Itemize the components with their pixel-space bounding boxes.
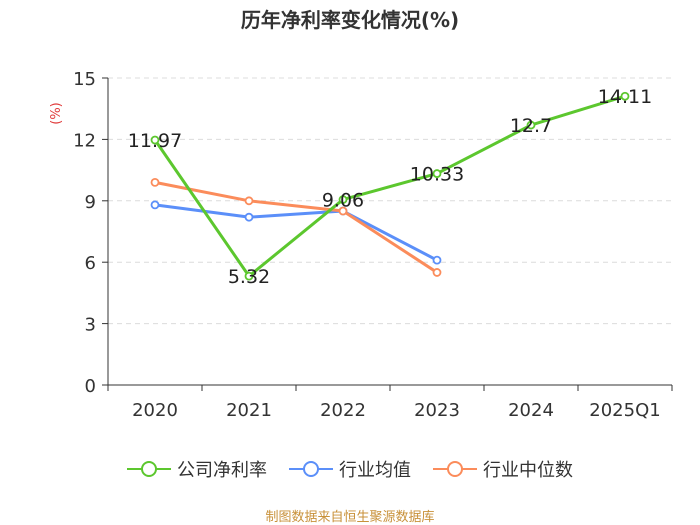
- data-label: 11.97: [128, 130, 182, 152]
- legend-line-marker-icon: [127, 461, 171, 477]
- data-point: [150, 200, 160, 210]
- data-label: 5.32: [228, 266, 270, 288]
- y-tick-label: 15: [73, 69, 96, 90]
- y-tick-label: 3: [85, 315, 96, 336]
- series-line: [154, 203, 438, 262]
- data-label: 9.06: [322, 190, 364, 212]
- data-label: 14.11: [598, 86, 652, 108]
- data-point: [244, 196, 254, 206]
- x-tick-label: 2020: [132, 400, 178, 421]
- data-point: [150, 177, 160, 187]
- data-label: 12.7: [510, 115, 552, 137]
- y-tick-label: 0: [85, 376, 96, 397]
- data-point: [526, 120, 536, 130]
- chart-title: 历年净利率变化情况(%): [240, 8, 460, 32]
- legend-label: 行业均值: [339, 460, 411, 481]
- legend-item-industry-mean[interactable]: 行业均值: [289, 456, 411, 482]
- x-tick-label: 2021: [226, 400, 272, 421]
- data-point: [338, 195, 348, 204]
- x-tick-label: 2025Q1: [589, 400, 660, 421]
- source-note: 制图数据来自恒生聚源数据库: [265, 510, 435, 525]
- data-point: [432, 169, 442, 178]
- legend-line-marker-icon: [433, 461, 477, 477]
- data-point: [620, 91, 630, 101]
- series-line: [153, 94, 626, 278]
- y-tick-label: 9: [85, 192, 96, 213]
- legend-item-company[interactable]: 公司净利率: [127, 456, 267, 482]
- data-point: [432, 268, 442, 277]
- legend-line-marker-icon: [289, 461, 333, 477]
- y-tick-label: 6: [85, 253, 96, 274]
- y-tick-label: 12: [73, 130, 96, 151]
- data-point: [338, 206, 348, 216]
- legend-label: 行业中位数: [483, 460, 573, 481]
- data-point: [244, 271, 254, 281]
- data-point: [150, 135, 160, 145]
- x-tick-label: 2023: [414, 400, 460, 421]
- data-label: 10.33: [410, 164, 464, 186]
- data-point: [244, 212, 254, 222]
- y-axis-label: (%): [49, 102, 64, 125]
- legend-item-industry-median[interactable]: 行业中位数: [433, 456, 573, 482]
- x-tick-label: 2022: [320, 400, 366, 421]
- series-line: [154, 180, 438, 274]
- legend: 公司净利率 行业均值 行业中位数: [0, 456, 700, 482]
- legend-label: 公司净利率: [177, 460, 267, 481]
- x-tick-label: 2024: [508, 400, 554, 421]
- data-point: [432, 255, 442, 265]
